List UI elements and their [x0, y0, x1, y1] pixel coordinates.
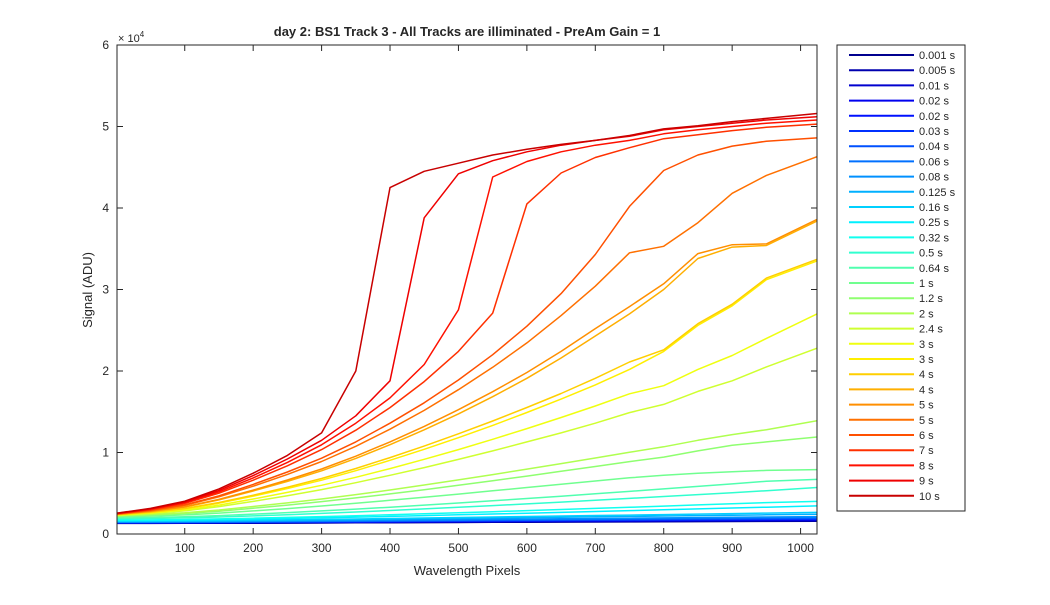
plot-area [117, 112, 817, 525]
legend-label: 0.02 s [919, 111, 949, 123]
series-line-13 [117, 500, 817, 521]
x-tick-label: 1000 [787, 541, 814, 555]
axes: 100 200 300 400 500 600 700 800 900 1000 0 1 2 3 4 5 6 [102, 38, 818, 555]
legend-label: 0.64 s [919, 263, 949, 275]
series-line-20 [117, 313, 817, 516]
y-tick-label: 4 [102, 201, 109, 215]
legend-label: 0.25 s [919, 217, 949, 229]
legend-label: 5 s [919, 400, 934, 412]
legend-label: 1.2 s [919, 293, 943, 305]
legend-label: 0.01 s [919, 80, 949, 92]
legend-label: 1 s [919, 278, 934, 290]
legend-label: 0.125 s [919, 187, 956, 199]
legend-label: 10 s [919, 491, 940, 503]
legend-label: 9 s [919, 476, 934, 488]
series-line-22 [117, 258, 817, 516]
series-line-21 [117, 260, 817, 516]
legend-label: 5 s [919, 415, 934, 427]
series-line-19 [117, 347, 817, 517]
legend-label: 0.04 s [919, 141, 949, 153]
y-tick-label: 2 [102, 364, 109, 378]
y-tick-label: 1 [102, 446, 109, 460]
series-line-30 [117, 112, 817, 514]
legend-label: 4 s [919, 384, 934, 396]
y-axis-exponent: × 104 [118, 30, 145, 45]
x-tick-label: 600 [517, 541, 537, 555]
series-line-24 [117, 218, 817, 516]
y-tick-label: 0 [102, 527, 109, 541]
series-line-29 [117, 115, 817, 515]
legend-label: 4 s [919, 369, 934, 381]
chart-title: day 2: BS1 Track 3 - All Tracks are illi… [274, 24, 660, 39]
series-line-16 [117, 468, 817, 518]
x-tick-label: 300 [312, 541, 332, 555]
legend-label: 0.16 s [919, 202, 949, 214]
y-tick-label: 3 [102, 283, 109, 297]
legend-label: 3 s [919, 339, 934, 351]
legend-label: 6 s [919, 430, 934, 442]
x-axis-label: Wavelength Pixels [414, 563, 521, 578]
series-line-17 [117, 436, 817, 517]
legend-label: 7 s [919, 445, 934, 457]
x-tick-label: 200 [243, 541, 263, 555]
x-tick-label: 500 [448, 541, 468, 555]
y-axis-label: Signal (ADU) [80, 252, 95, 328]
legend-label: 0.03 s [919, 126, 949, 138]
legend-label: 0.001 s [919, 50, 956, 62]
legend-label: 3 s [919, 354, 934, 366]
legend-label: 0.08 s [919, 172, 949, 184]
series-line-12 [117, 505, 817, 522]
x-tick-label: 800 [654, 541, 674, 555]
y-tick-label: 5 [102, 120, 109, 134]
legend-label: 0.5 s [919, 248, 943, 260]
y-axis-exponent-power: 4 [140, 30, 145, 39]
legend-label: 2 s [919, 308, 934, 320]
legend-label: 0.005 s [919, 65, 956, 77]
legend-box [836, 44, 966, 512]
series-line-15 [117, 478, 817, 519]
series-line-26 [117, 137, 817, 515]
legend-label: 0.32 s [919, 232, 949, 244]
x-tick-label: 100 [175, 541, 195, 555]
series-line-27 [117, 123, 817, 515]
series-line-25 [117, 155, 817, 515]
series-line-28 [117, 119, 817, 515]
legend-label: 0.06 s [919, 156, 949, 168]
x-tick-label: 700 [585, 541, 605, 555]
legend-label: 0.02 s [919, 96, 949, 108]
legend: 0.001 s 0.005 s 0.01 s 0.02 s 0.02 s 0.03 s 0.… [836, 44, 966, 512]
x-tick-label: 900 [722, 541, 742, 555]
series-line-18 [117, 419, 817, 517]
series-line-11 [117, 511, 817, 523]
legend-label: 8 s [919, 460, 934, 472]
series-line-14 [117, 486, 817, 520]
x-tick-label: 400 [380, 541, 400, 555]
legend-label: 2.4 s [919, 324, 943, 336]
y-tick-label: 6 [102, 38, 109, 52]
y-axis-exponent-base: × 10 [118, 33, 140, 45]
